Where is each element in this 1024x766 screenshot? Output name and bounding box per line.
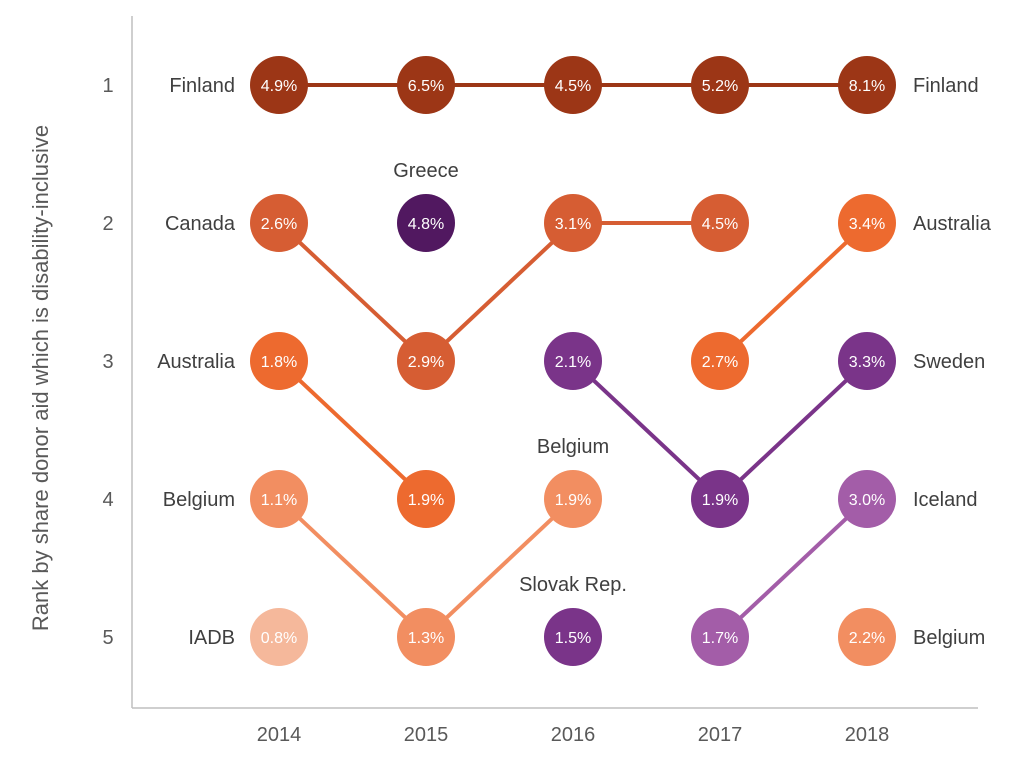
value-label-greece-2015: 4.8%: [408, 216, 444, 233]
value-label-canada-2015: 2.9%: [408, 354, 444, 371]
value-label-sweden-2018: 3.3%: [849, 354, 885, 371]
bubble-australia-2015: [397, 470, 455, 528]
x-tick-2017: 2017: [698, 724, 743, 746]
x-tick-2014: 2014: [257, 724, 302, 746]
left-label-canada: Canada: [165, 213, 236, 235]
right-label-sweden: Sweden: [913, 351, 985, 373]
value-label-slovak-rep-2016: 1.5%: [555, 630, 591, 647]
bubble-australia-2017: [691, 332, 749, 390]
left-label-iadb: IADB: [188, 627, 235, 649]
y-axis-label: Rank by share donor aid which is disabil…: [28, 125, 53, 631]
right-label-iceland: Iceland: [913, 489, 978, 511]
value-label-australia-2014: 1.8%: [261, 354, 297, 371]
y-tick-5: 5: [102, 627, 113, 649]
annotation-slovak-rep: Slovak Rep.: [519, 574, 627, 596]
bubble-finland-2014: [250, 56, 308, 114]
connector-belgium: [424, 497, 575, 639]
axis-ticks: 2014 2015 2016 2017 2018 1 2 3 4 5: [102, 75, 889, 746]
value-label-canada-2017: 4.5%: [702, 216, 738, 233]
value-label-finland-2016: 4.5%: [555, 78, 591, 95]
connector-belgium: [277, 497, 428, 639]
bubble-sweden-2016: [544, 332, 602, 390]
y-tick-1: 1: [102, 75, 113, 97]
bubble-iceland-2018: [838, 470, 896, 528]
bubble-canada-2014: [250, 194, 308, 252]
value-label-finland-2014: 4.9%: [261, 78, 297, 95]
connector-canada: [277, 221, 428, 363]
value-label-belgium-2018: 2.2%: [849, 630, 885, 647]
rank-bubbles: 4.9% 2.6% 1.8% 1.1% 0.8% 6.5% 4.8% 2.9% 1.9% 1.3%…: [250, 56, 896, 666]
value-label-iadb-2014: 0.8%: [261, 630, 297, 647]
bubble-slovak-rep-2016: [544, 608, 602, 666]
left-label-australia: Australia: [157, 351, 236, 373]
bubble-canada-2017: [691, 194, 749, 252]
value-label-finland-2018: 8.1%: [849, 78, 885, 95]
bubble-greece-2015: [397, 194, 455, 252]
connector-sweden: [718, 359, 869, 501]
y-tick-3: 3: [102, 351, 113, 373]
y-tick-2: 2: [102, 213, 113, 235]
value-label-australia-2018: 3.4%: [849, 216, 885, 233]
x-tick-2015: 2015: [404, 724, 449, 746]
bubble-belgium-2018: [838, 608, 896, 666]
connector-canada: [424, 221, 575, 363]
connector-iceland: [718, 497, 869, 639]
bubble-canada-2016: [544, 194, 602, 252]
connector-australia: [277, 359, 428, 501]
bubble-australia-2014: [250, 332, 308, 390]
value-label-sweden-2017: 1.9%: [702, 492, 738, 509]
annotation-belgium: Belgium: [537, 436, 609, 458]
left-label-belgium: Belgium: [163, 489, 235, 511]
value-label-iceland-2018: 3.0%: [849, 492, 885, 509]
bubble-iceland-2017: [691, 608, 749, 666]
bubble-belgium-2015: [397, 608, 455, 666]
bubble-sweden-2017: [691, 470, 749, 528]
connector-australia: [718, 221, 869, 363]
value-label-belgium-2016: 1.9%: [555, 492, 591, 509]
value-label-belgium-2015: 1.3%: [408, 630, 444, 647]
donor-labels: Finland Canada Australia Belgium IADB Finland…: [157, 75, 992, 649]
right-label-finland: Finland: [913, 75, 979, 97]
value-label-sweden-2016: 2.1%: [555, 354, 591, 371]
connector-sweden: [571, 359, 722, 501]
bubble-australia-2018: [838, 194, 896, 252]
value-label-canada-2014: 2.6%: [261, 216, 297, 233]
bubble-canada-2015: [397, 332, 455, 390]
value-label-belgium-2014: 1.1%: [261, 492, 297, 509]
right-label-australia: Australia: [913, 213, 992, 235]
value-label-australia-2015: 1.9%: [408, 492, 444, 509]
bubble-belgium-2016: [544, 470, 602, 528]
bubble-belgium-2014: [250, 470, 308, 528]
value-label-finland-2017: 5.2%: [702, 78, 738, 95]
annotation-greece: Greece: [393, 160, 459, 182]
bubble-finland-2016: [544, 56, 602, 114]
x-tick-2016: 2016: [551, 724, 596, 746]
bubble-finland-2015: [397, 56, 455, 114]
bubble-sweden-2018: [838, 332, 896, 390]
value-label-australia-2017: 2.7%: [702, 354, 738, 371]
value-label-canada-2016: 3.1%: [555, 216, 591, 233]
value-label-iceland-2017: 1.7%: [702, 630, 738, 647]
y-tick-4: 4: [102, 489, 113, 511]
x-tick-2018: 2018: [845, 724, 890, 746]
bubble-finland-2017: [691, 56, 749, 114]
bubble-iadb-2014: [250, 608, 308, 666]
left-label-finland: Finland: [169, 75, 235, 97]
right-label-belgium: Belgium: [913, 627, 985, 649]
bubble-finland-2018: [838, 56, 896, 114]
value-label-finland-2015: 6.5%: [408, 78, 444, 95]
